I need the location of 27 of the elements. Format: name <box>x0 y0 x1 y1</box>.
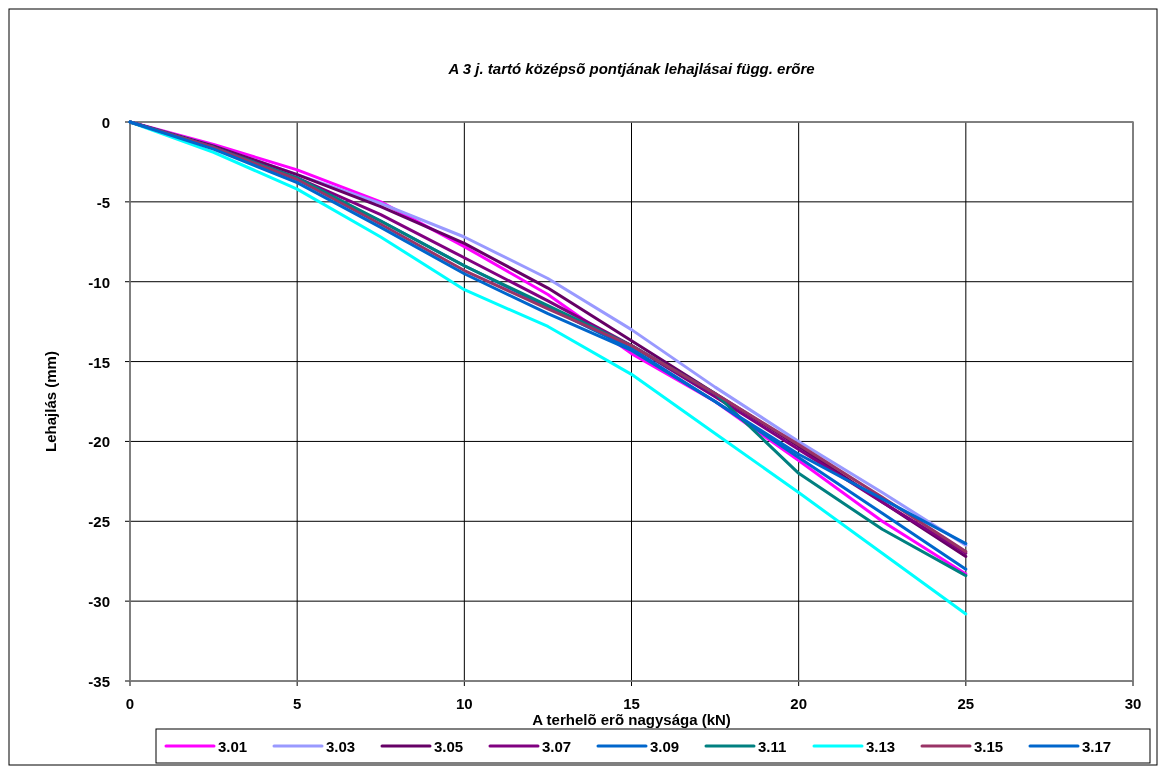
y-tick-label: -35 <box>88 673 110 690</box>
y-tick-label: -30 <box>88 593 110 611</box>
y-axis-title: Lehajlás (mm) <box>42 351 59 452</box>
y-tick-label: -5 <box>96 193 110 211</box>
x-tick-label: 30 <box>1124 695 1142 712</box>
legend-label: 3.09 <box>650 738 680 755</box>
y-tick-label: -10 <box>88 273 110 291</box>
legend-label: 3.17 <box>1082 738 1112 755</box>
x-axis-title: A terhelõ erõ nagysága (kN) <box>532 711 731 728</box>
y-tick-label: 0 <box>101 114 110 131</box>
x-tick-label: 25 <box>957 695 975 712</box>
x-tick-label: 5 <box>292 695 302 712</box>
chart-title: A 3 j. tartó középsõ pontjának lehajlásai függ. erõre <box>447 60 815 77</box>
legend-label: 3.07 <box>542 738 572 755</box>
legend-label: 3.15 <box>974 738 1004 755</box>
legend-label: 3.11 <box>758 738 787 755</box>
legend-label: 3.01 <box>218 738 248 755</box>
legend-label: 3.13 <box>866 738 896 755</box>
y-tick-label: -25 <box>88 513 110 531</box>
legend-label: 3.05 <box>434 738 464 755</box>
x-tick-label: 15 <box>623 695 640 712</box>
x-tick-label: 0 <box>125 695 135 712</box>
x-tick-label: 10 <box>455 695 473 712</box>
x-tick-label: 20 <box>790 695 808 712</box>
y-tick-label: -20 <box>88 433 110 451</box>
y-tick-label: -15 <box>88 353 110 371</box>
legend-label: 3.03 <box>326 738 356 755</box>
